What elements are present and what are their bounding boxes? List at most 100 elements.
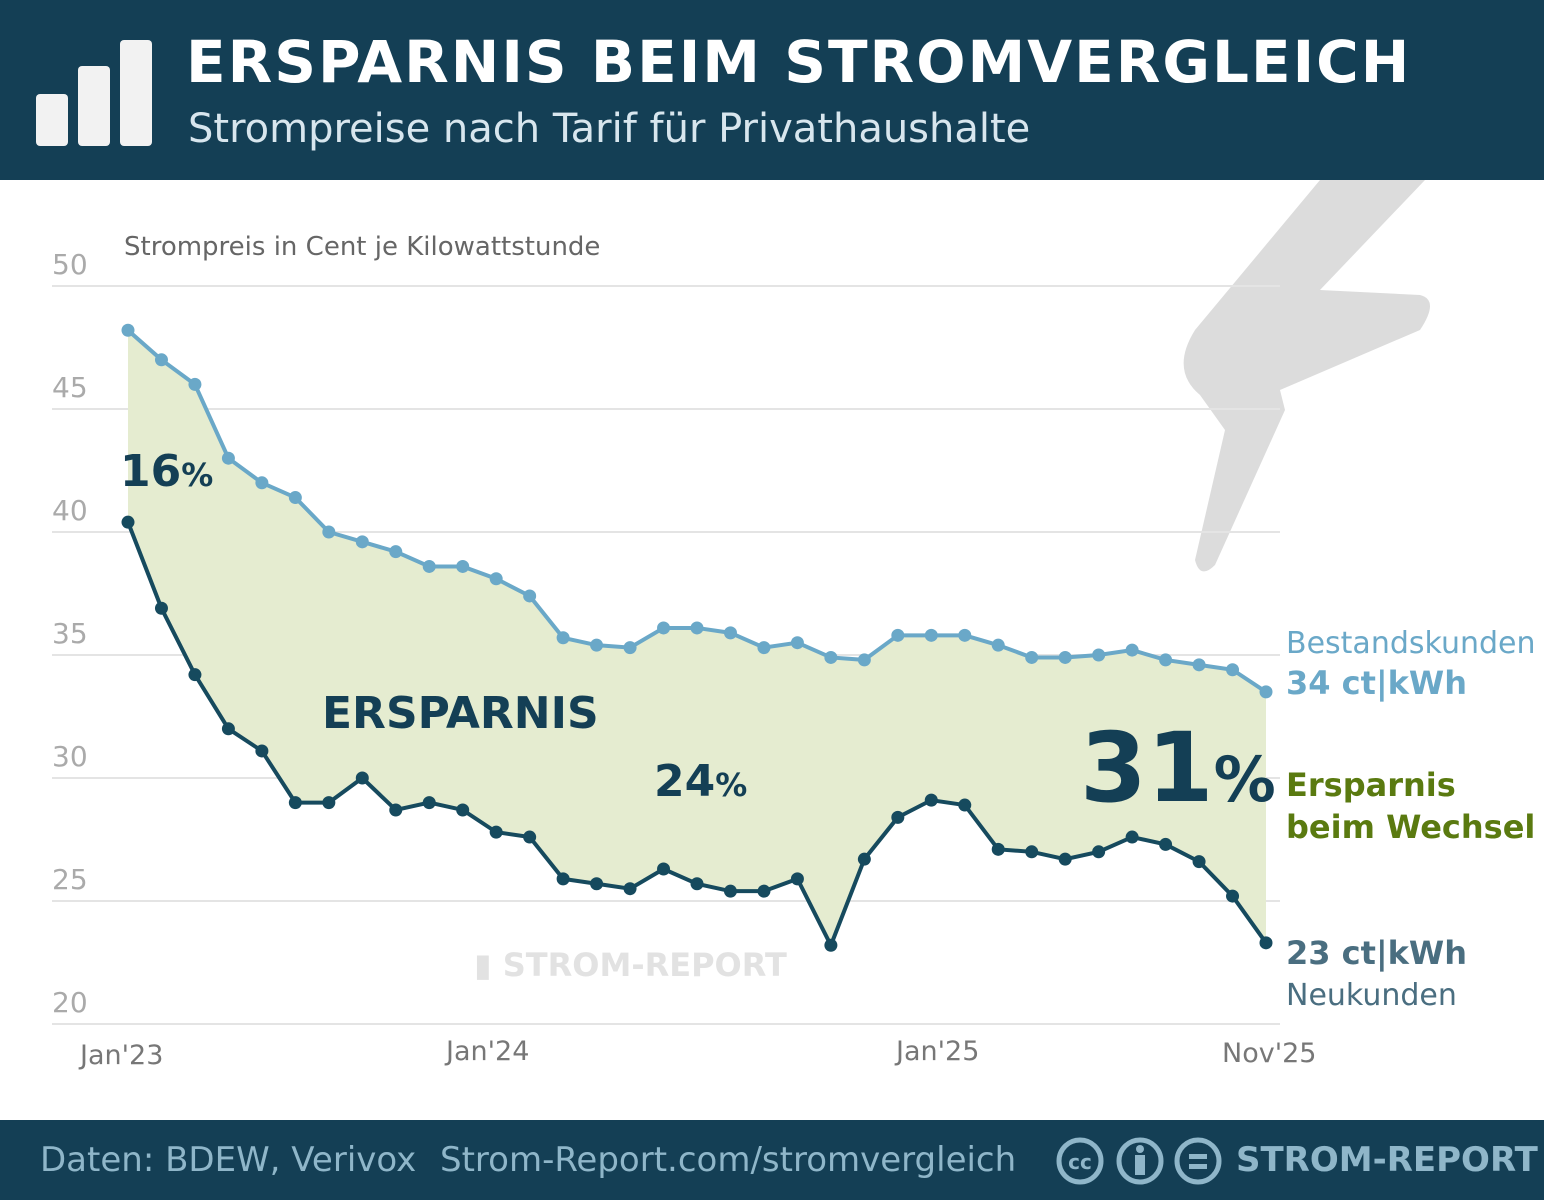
watermark: ▮ STROM-REPORT xyxy=(474,946,787,984)
series-top-value: 34 ct|kWh xyxy=(1286,664,1467,702)
pct-start-label: 16% xyxy=(120,446,213,497)
bestandskunden-point xyxy=(991,638,1005,652)
x-tick-label: Nov'25 xyxy=(1222,1038,1317,1069)
bestandskunden-point xyxy=(657,621,671,635)
y-tick-label: 25 xyxy=(52,863,88,896)
neukunden-point xyxy=(389,803,403,817)
neukunden-point xyxy=(623,882,637,896)
bestandskunden-point xyxy=(790,636,804,650)
bar-chart-logo-icon xyxy=(36,40,152,146)
bestandskunden-point xyxy=(556,631,570,645)
neukunden-point xyxy=(489,825,503,839)
bestandskunden-point xyxy=(288,491,302,505)
pct-sign: % xyxy=(181,456,214,494)
neukunden-point xyxy=(757,884,771,898)
bestandskunden-point xyxy=(322,525,336,539)
neukunden-point xyxy=(790,872,804,886)
neukunden-point xyxy=(1226,889,1240,903)
neukunden-point xyxy=(657,862,671,876)
series-bottom-value: 23 ct|kWh xyxy=(1286,934,1467,972)
savings-label: ERSPARNIS xyxy=(322,688,599,739)
license-icons: cc xyxy=(1056,1137,1222,1185)
bestandskunden-point xyxy=(1192,658,1206,672)
neukunden-point xyxy=(958,798,972,812)
page-subtitle: Strompreise nach Tarif für Privathaushal… xyxy=(188,106,1031,152)
cc-icon xyxy=(1056,1137,1104,1185)
neukunden-point xyxy=(154,601,168,615)
bestandskunden-point xyxy=(355,535,369,549)
pct-end-value: 31 xyxy=(1080,712,1214,824)
neukunden-point xyxy=(355,771,369,785)
pct-sign: % xyxy=(1213,743,1276,816)
bestandskunden-point xyxy=(757,641,771,655)
footer: Daten: BDEW, Verivox Strom-Report.com/st… xyxy=(0,1120,1544,1200)
neukunden-point xyxy=(1125,830,1139,844)
x-tick-label: Jan'25 xyxy=(896,1036,980,1067)
cc-icon-text: cc xyxy=(1068,1150,1092,1174)
data-source: Daten: BDEW, Verivox xyxy=(40,1140,417,1180)
page-title: ERSPARNIS BEIM STROMVERGLEICH xyxy=(186,28,1412,96)
neukunden-point xyxy=(556,872,570,886)
neukunden-point xyxy=(422,796,436,810)
neukunden-point xyxy=(288,796,302,810)
savings-side-1: Ersparnis xyxy=(1286,766,1456,804)
bestandskunden-point xyxy=(422,559,436,573)
y-tick-label: 20 xyxy=(52,986,88,1019)
neukunden-point xyxy=(590,877,604,891)
bestandskunden-point xyxy=(523,589,537,603)
source-url-link[interactable]: Strom-Report.com/stromvergleich xyxy=(440,1140,1017,1180)
bestandskunden-point xyxy=(1025,650,1039,664)
neukunden-point xyxy=(1192,855,1206,869)
bestandskunden-point xyxy=(857,653,871,667)
x-tick-label: Jan'24 xyxy=(446,1036,530,1067)
bestandskunden-point xyxy=(456,559,470,573)
pct-mid-value: 24 xyxy=(654,756,716,807)
neukunden-point xyxy=(523,830,537,844)
bestandskunden-point xyxy=(1159,653,1173,667)
neukunden-point xyxy=(891,810,905,824)
bestandskunden-point xyxy=(221,451,235,465)
pct-sign: % xyxy=(715,766,748,804)
bestandskunden-point xyxy=(154,353,168,367)
pct-end-label: 31% xyxy=(1080,712,1276,824)
bestandskunden-point xyxy=(623,641,637,655)
y-tick-label: 40 xyxy=(52,494,88,527)
neukunden-point xyxy=(1092,845,1106,859)
bestandskunden-point xyxy=(1058,650,1072,664)
neukunden-point xyxy=(1025,845,1039,859)
lightning-bolt-icon xyxy=(1183,180,1430,572)
watermark-text: STROM-REPORT xyxy=(502,946,787,984)
neukunden-point xyxy=(221,722,235,736)
bestandskunden-point xyxy=(723,626,737,640)
bestandskunden-point xyxy=(1226,663,1240,677)
neukunden-point xyxy=(857,852,871,866)
savings-area xyxy=(128,330,1266,946)
savings-side-2: beim Wechsel xyxy=(1286,808,1536,846)
bestandskunden-point xyxy=(1125,643,1139,657)
neukunden-point xyxy=(1259,936,1273,950)
y-tick-label: 50 xyxy=(52,248,88,281)
y-tick-label: 30 xyxy=(52,740,88,773)
neukunden-point xyxy=(121,515,135,529)
bestandskunden-point xyxy=(824,650,838,664)
neukunden-point xyxy=(1058,852,1072,866)
neukunden-point xyxy=(824,938,838,952)
header: ERSPARNIS BEIM STROMVERGLEICH Strompreis… xyxy=(0,0,1544,180)
bestandskunden-point xyxy=(690,621,704,635)
neukunden-point xyxy=(255,744,269,758)
neukunden-point xyxy=(723,884,737,898)
y-tick-label: 45 xyxy=(52,371,88,404)
neukunden-point xyxy=(924,793,938,807)
y-tick-label: 35 xyxy=(52,617,88,650)
neukunden-point xyxy=(188,668,202,682)
bestandskunden-point xyxy=(1259,685,1273,699)
pct-start-value: 16 xyxy=(120,446,182,497)
brand: STROM-REPORT xyxy=(1236,1140,1538,1180)
bestandskunden-point xyxy=(590,638,604,652)
nd-icon xyxy=(1174,1137,1222,1185)
series-bottom-name: Neukunden xyxy=(1286,978,1457,1013)
neukunden-point xyxy=(322,796,336,810)
neukunden-point xyxy=(690,877,704,891)
bestandskunden-point xyxy=(255,476,269,490)
